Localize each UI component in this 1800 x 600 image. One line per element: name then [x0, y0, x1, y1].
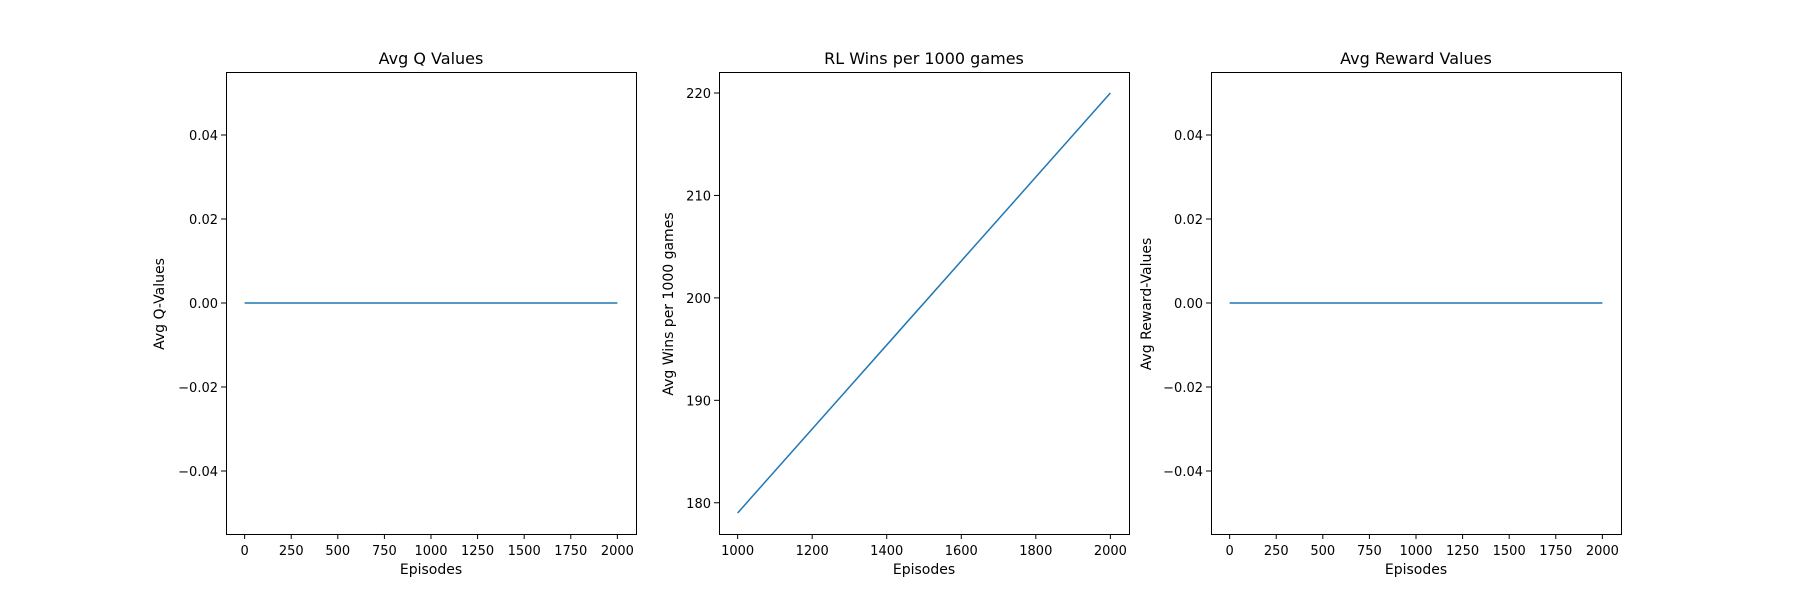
x-ticks: 1000 1200 1400 1600 1800 2000 — [721, 534, 1127, 559]
x-tick-label: 2000 — [1094, 544, 1127, 559]
x-tick-label: 1750 — [1539, 544, 1572, 559]
y-tick-label: 0.02 — [1174, 213, 1203, 228]
x-axis-label: Episodes — [1385, 562, 1447, 578]
y-tick-label: −0.04 — [178, 465, 218, 480]
y-tick-label: 0.02 — [189, 213, 218, 228]
series-layer — [737, 92, 1111, 514]
panel-title: RL Wins per 1000 games — [824, 49, 1024, 68]
x-tick-label: 1250 — [461, 544, 494, 559]
x-tick-label: 1400 — [870, 544, 903, 559]
y-tick-label: 0.04 — [189, 129, 218, 144]
axes-frame — [226, 72, 637, 535]
x-tick-label: 1000 — [414, 544, 447, 559]
panel-avg-q-values: Avg Q Values Episodes Avg Q-Values 0 250 5… — [152, 49, 637, 578]
y-ticks: −0.04 −0.02 0.00 0.02 0.04 — [178, 129, 226, 480]
x-tick-label: 1500 — [1493, 544, 1526, 559]
y-tick-label: −0.02 — [1163, 381, 1203, 396]
x-ticks: 0 250 500 750 1000 1250 1500 1750 2000 — [1225, 534, 1619, 559]
x-axis-label: Episodes — [400, 562, 462, 578]
x-tick-label: 500 — [325, 544, 350, 559]
x-tick-label: 2000 — [601, 544, 634, 559]
y-axis-label: Avg Reward-Values — [1139, 238, 1155, 371]
panel-title: Avg Q Values — [379, 49, 484, 68]
x-tick-label: 250 — [1264, 544, 1289, 559]
x-tick-label: 1800 — [1019, 544, 1052, 559]
y-tick-label: 200 — [686, 292, 711, 307]
x-tick-label: 0 — [240, 544, 248, 559]
x-tick-label: 1500 — [508, 544, 541, 559]
y-tick-label: 190 — [686, 394, 711, 409]
y-tick-label: 0.00 — [1174, 297, 1203, 312]
panel-title: Avg Reward Values — [1340, 49, 1492, 68]
y-ticks: −0.04 −0.02 0.00 0.02 0.04 — [1163, 129, 1211, 480]
x-ticks: 0 250 500 750 1000 1250 1500 1750 2000 — [240, 534, 634, 559]
x-tick-label: 750 — [372, 544, 397, 559]
x-tick-label: 500 — [1310, 544, 1335, 559]
x-tick-label: 750 — [1357, 544, 1382, 559]
y-tick-label: 210 — [686, 189, 711, 204]
y-tick-label: 0.04 — [1174, 129, 1203, 144]
series-line — [737, 92, 1111, 514]
x-tick-label: 1000 — [1399, 544, 1432, 559]
panel-rl-wins: RL Wins per 1000 games Episodes Avg Wins… — [661, 49, 1130, 578]
x-tick-label: 1200 — [796, 544, 829, 559]
x-tick-label: 1000 — [721, 544, 754, 559]
y-tick-label: −0.02 — [178, 381, 218, 396]
axes-frame — [1211, 72, 1622, 535]
axes-frame — [719, 72, 1130, 535]
x-axis-label: Episodes — [893, 562, 955, 578]
panel-avg-reward-values: Avg Reward Values Episodes Avg Reward-Va… — [1139, 49, 1622, 578]
y-tick-label: 180 — [686, 497, 711, 512]
x-tick-label: 250 — [279, 544, 304, 559]
x-tick-label: 2000 — [1586, 544, 1619, 559]
x-tick-label: 1750 — [554, 544, 587, 559]
y-tick-label: 0.00 — [189, 297, 218, 312]
x-tick-label: 1600 — [945, 544, 978, 559]
y-tick-label: 220 — [686, 87, 711, 102]
y-tick-label: −0.04 — [1163, 465, 1203, 480]
x-tick-label: 1250 — [1446, 544, 1479, 559]
y-axis-label: Avg Wins per 1000 games — [661, 212, 677, 395]
y-ticks: 180 190 200 210 220 — [686, 87, 719, 512]
x-tick-label: 0 — [1225, 544, 1233, 559]
y-axis-label: Avg Q-Values — [152, 258, 168, 350]
